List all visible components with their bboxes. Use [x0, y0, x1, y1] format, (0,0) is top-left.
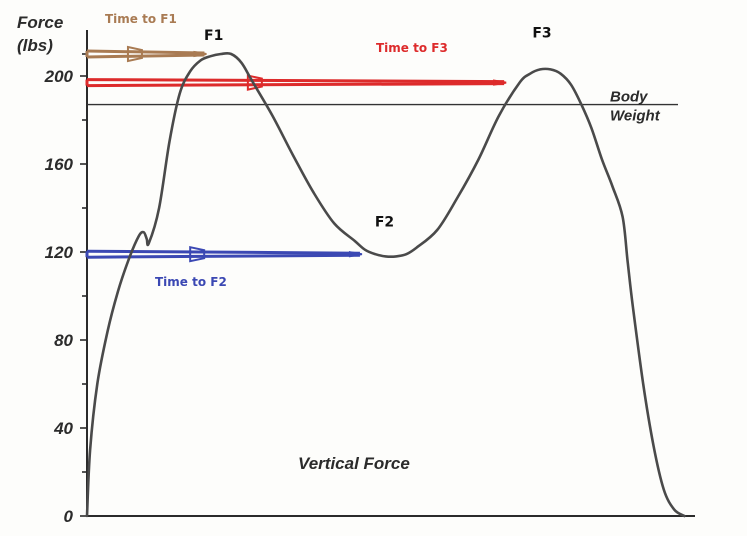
y-axis-title-line-2: (lbs) — [17, 36, 53, 55]
body-weight-label: Weight — [610, 108, 661, 125]
y-tick-label: 120 — [45, 243, 74, 262]
annotation-arrow — [85, 74, 507, 91]
y-tick-label: 80 — [54, 331, 73, 350]
chart-title: Vertical Force — [298, 454, 410, 473]
annotation-label: Time to F3 — [376, 41, 448, 55]
peak-label: F2 — [375, 214, 394, 230]
y-axis-title-line-1: Force — [17, 13, 63, 32]
peak-label-group: F1 F2 F3 — [204, 25, 552, 230]
annotation-group: Time to F1 Time to F3 Time to F2 — [85, 12, 507, 289]
y-tick-group: 0 40 80 120 160 200 — [44, 53, 87, 526]
reference-line-group: Body Weight — [87, 89, 678, 125]
force-curve — [85, 51, 686, 518]
annotation-label: Time to F1 — [105, 12, 177, 26]
y-tick-label: 160 — [45, 155, 74, 174]
y-tick-label: 0 — [64, 507, 74, 526]
y-tick-label: 200 — [44, 67, 74, 86]
annotation-label: Time to F2 — [155, 275, 227, 289]
body-weight-label: Body — [610, 89, 648, 106]
y-tick-label: 40 — [53, 419, 73, 438]
peak-label: F1 — [204, 28, 223, 44]
peak-label: F3 — [532, 25, 551, 41]
annotation-arrow — [85, 45, 207, 63]
